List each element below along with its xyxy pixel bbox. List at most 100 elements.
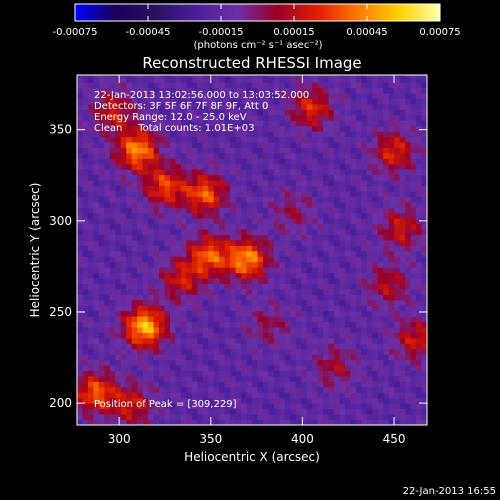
heat-cell: [388, 359, 395, 366]
heat-cell: [137, 76, 144, 83]
heat-cell: [273, 250, 280, 257]
heat-cell: [159, 381, 165, 388]
heat-cell: [273, 218, 280, 225]
heat-cell: [377, 185, 384, 192]
heat-cell: [104, 294, 111, 301]
heat-cell: [317, 240, 324, 246]
heat-cell: [405, 147, 411, 154]
heat-cell: [137, 142, 144, 148]
heat-cell: [115, 288, 122, 295]
heat-cell: [317, 169, 324, 176]
heat-cell: [230, 223, 236, 230]
heat-cell: [93, 365, 100, 371]
heat-cell: [388, 272, 395, 279]
heat-cell: [421, 321, 427, 328]
heat-cell: [284, 256, 291, 263]
heat-cell: [295, 386, 302, 393]
heat-cell: [252, 397, 258, 404]
heat-cell: [191, 305, 198, 312]
heat-cell: [312, 359, 319, 366]
heat-cell: [295, 299, 302, 306]
heat-cell: [93, 191, 100, 197]
heat-cell: [219, 354, 226, 361]
heat-cell: [213, 174, 220, 181]
heat-cell: [372, 180, 379, 187]
heat-cell: [115, 392, 122, 399]
heat-cell: [262, 256, 269, 263]
heat-cell: [120, 98, 127, 105]
heat-cell: [344, 142, 351, 148]
heat-cell: [410, 354, 417, 361]
heat-cell: [268, 337, 275, 344]
heat-cell: [104, 250, 111, 257]
heat-cell: [82, 321, 89, 328]
heat-cell: [159, 316, 165, 323]
heat-cell: [126, 299, 133, 306]
heat-cell: [421, 114, 427, 121]
heat-cell: [246, 376, 253, 382]
heat-cell: [153, 223, 160, 230]
heat-cell: [295, 316, 302, 323]
heat-cell: [148, 370, 154, 377]
heat-cell: [77, 408, 83, 415]
heat-cell: [98, 120, 105, 127]
heat-cell: [115, 240, 122, 246]
heat-cell: [213, 261, 220, 268]
heat-cell: [361, 354, 368, 361]
heat-cell: [334, 310, 340, 317]
heat-cell: [301, 397, 308, 404]
heat-cell: [328, 250, 335, 257]
heat-cell: [137, 109, 144, 116]
heat-cell: [126, 82, 133, 89]
heat-cell: [175, 392, 182, 399]
heat-cell: [323, 223, 329, 230]
heat-cell: [350, 147, 357, 154]
heat-cell: [104, 365, 111, 371]
heat-cell: [93, 120, 100, 127]
heat-cell: [137, 93, 144, 99]
heat-cell: [355, 120, 362, 127]
heat-cell: [312, 337, 319, 344]
heat-cell: [339, 109, 346, 116]
heat-cell: [93, 261, 100, 268]
heat-cell: [361, 321, 368, 328]
heat-cell: [77, 272, 83, 279]
heat-cell: [372, 376, 379, 382]
heat-cell: [213, 212, 220, 219]
heat-cell: [230, 288, 236, 295]
heat-cell: [93, 147, 100, 154]
heat-cell: [350, 131, 357, 138]
heat-cell: [153, 332, 160, 339]
heat-cell: [246, 131, 253, 138]
heat-cell: [109, 245, 116, 252]
heat-cell: [109, 169, 116, 176]
heat-cell: [235, 212, 242, 219]
heat-cell: [131, 131, 138, 138]
heat-cell: [224, 142, 231, 148]
heat-cell: [191, 397, 198, 404]
heat-cell: [115, 158, 122, 165]
heat-cell: [399, 272, 406, 279]
heat-cell: [344, 343, 351, 350]
heat-cell: [202, 131, 209, 138]
heat-cell: [153, 158, 160, 165]
heat-cell: [355, 348, 362, 355]
heat-cell: [246, 288, 253, 295]
heat-cell: [317, 114, 324, 121]
heat-cell: [399, 180, 406, 187]
heat-cell: [284, 234, 291, 241]
heat-cell: [104, 305, 111, 312]
heat-cell: [104, 392, 111, 399]
heat-cell: [317, 120, 324, 127]
heat-cell: [93, 359, 100, 366]
heat-cell: [328, 267, 335, 274]
heat-cell: [126, 196, 133, 203]
heat-cell: [317, 234, 324, 241]
heat-cell: [361, 348, 368, 355]
heat-cell: [405, 359, 411, 366]
heat-cell: [257, 365, 264, 371]
heat-cell: [186, 212, 193, 219]
heat-cell: [268, 245, 275, 252]
heat-cell: [252, 158, 258, 165]
heat-cell: [334, 76, 340, 83]
